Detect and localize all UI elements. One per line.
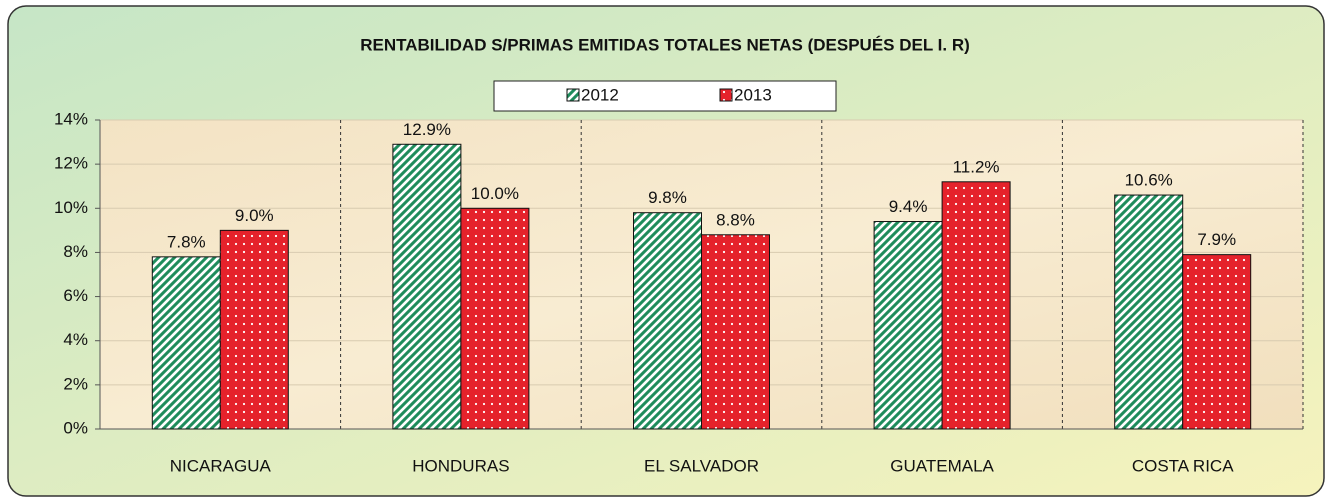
x-tick-label: HONDURAS <box>412 456 509 475</box>
value-label: 7.9% <box>1197 230 1236 249</box>
y-tick-label: 10% <box>54 198 88 217</box>
chart-title: RENTABILIDAD S/PRIMAS EMITIDAS TOTALES N… <box>360 35 970 54</box>
legend-label: 2013 <box>734 85 772 104</box>
y-tick-label: 8% <box>63 242 88 261</box>
x-tick-label: COSTA RICA <box>1132 456 1234 475</box>
value-label: 9.8% <box>648 188 687 207</box>
bar <box>1182 254 1252 430</box>
bar <box>1114 194 1184 430</box>
bar <box>151 256 221 430</box>
value-label: 10.6% <box>1125 171 1173 190</box>
y-tick-label: 6% <box>63 286 88 305</box>
y-tick-label: 0% <box>63 418 88 437</box>
bar <box>941 181 1011 430</box>
value-label: 7.8% <box>167 232 206 251</box>
x-tick-label: NICARAGUA <box>170 456 272 475</box>
y-tick-label: 4% <box>63 330 88 349</box>
y-tick-label: 12% <box>54 154 88 173</box>
bar <box>219 229 289 430</box>
bar <box>392 143 462 430</box>
legend-label: 2012 <box>581 85 619 104</box>
legend <box>493 80 837 112</box>
y-tick-label: 2% <box>63 374 88 393</box>
value-label: 12.9% <box>403 120 451 139</box>
x-tick-label: EL SALVADOR <box>644 456 759 475</box>
value-label: 9.0% <box>235 206 274 225</box>
bar <box>701 234 770 430</box>
y-tick-label: 14% <box>54 109 88 128</box>
x-tick-label: GUATEMALA <box>890 456 994 475</box>
legend-swatch <box>566 88 580 102</box>
bar <box>633 212 702 430</box>
bar <box>873 221 943 430</box>
bar <box>460 207 530 430</box>
value-label: 8.8% <box>716 210 755 229</box>
value-label: 11.2% <box>953 157 1000 176</box>
value-label: 10.0% <box>471 184 519 203</box>
value-label: 9.4% <box>889 197 928 216</box>
legend-swatch <box>719 88 733 102</box>
